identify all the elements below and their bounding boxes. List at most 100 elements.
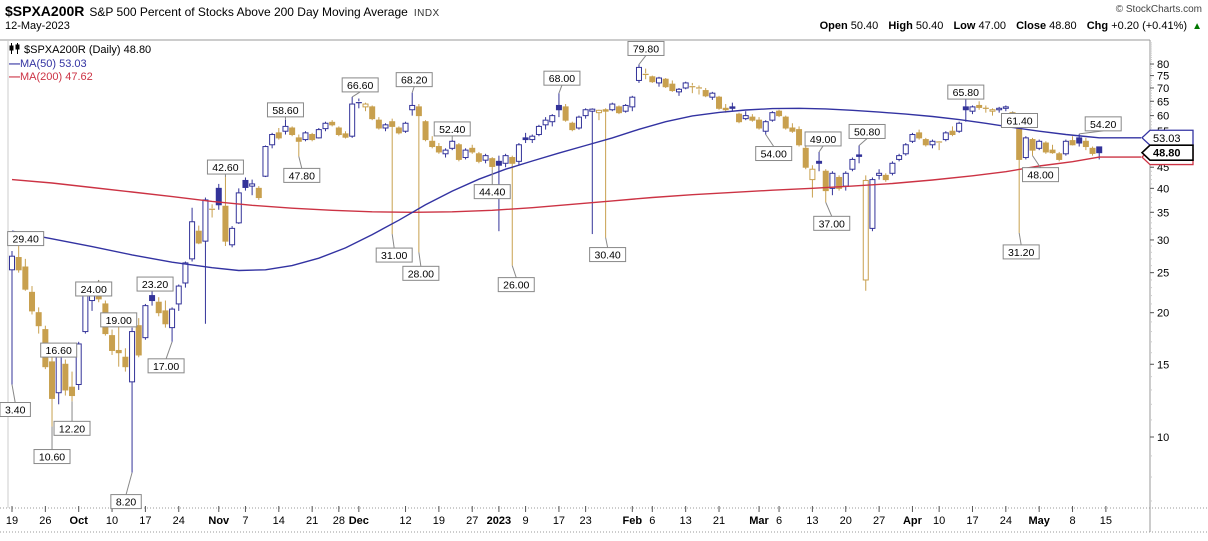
candle bbox=[562, 104, 569, 122]
price-tag: 53.03 bbox=[1141, 129, 1194, 146]
candle bbox=[369, 105, 376, 121]
candle-body bbox=[582, 109, 589, 117]
candle-body bbox=[1029, 139, 1036, 151]
candle-body bbox=[255, 187, 262, 199]
candle-body bbox=[669, 83, 676, 92]
copyright: © StockCharts.com bbox=[1115, 4, 1202, 15]
callout: 52.40 bbox=[433, 121, 471, 140]
candle-body bbox=[615, 106, 622, 114]
svg-text:Oct: Oct bbox=[70, 515, 89, 527]
candle-body bbox=[889, 162, 896, 174]
candle bbox=[162, 300, 169, 328]
legend-main-label: $SPXA200R (Daily) 48.80 bbox=[24, 44, 152, 56]
candle-body bbox=[455, 144, 462, 160]
quote-summary: Open 50.40 High 50.40 Low 47.00 Close 48… bbox=[813, 20, 1202, 32]
svg-text:Dec: Dec bbox=[349, 515, 369, 527]
open-label: Open bbox=[819, 20, 848, 32]
candle bbox=[35, 307, 42, 334]
candle bbox=[602, 108, 609, 238]
callout-box bbox=[1022, 167, 1060, 183]
candle bbox=[1042, 141, 1049, 154]
candle bbox=[876, 169, 883, 180]
candle-body bbox=[375, 119, 382, 129]
svg-text:23: 23 bbox=[579, 515, 591, 527]
callout: 79.80 bbox=[627, 40, 665, 65]
candle bbox=[75, 341, 82, 390]
candle bbox=[1002, 105, 1009, 112]
candle-body bbox=[62, 363, 69, 391]
candle-body bbox=[129, 331, 136, 383]
candle bbox=[462, 148, 469, 160]
candle bbox=[829, 171, 836, 196]
svg-text:26.00: 26.00 bbox=[503, 280, 529, 292]
candle bbox=[555, 93, 562, 118]
candle bbox=[682, 81, 689, 90]
svg-text:14: 14 bbox=[273, 515, 285, 527]
candle-body bbox=[829, 172, 836, 189]
candle bbox=[342, 131, 349, 139]
candle-body bbox=[742, 115, 749, 120]
svg-text:20: 20 bbox=[840, 515, 852, 527]
candle-body bbox=[916, 132, 923, 139]
close-value: 48.80 bbox=[1049, 20, 1077, 32]
legend-ma200-label: MA(200) 47.62 bbox=[20, 71, 93, 83]
candle bbox=[469, 144, 476, 154]
svg-text:17: 17 bbox=[553, 515, 565, 527]
candle bbox=[862, 175, 869, 291]
callout: 31.20 bbox=[1002, 232, 1040, 260]
svg-text:Feb: Feb bbox=[623, 515, 643, 527]
candle bbox=[996, 106, 1003, 113]
x-axis: 19 26 Oct 10 17 24 Nov 7 14 21 28 Dec 12 19 27 2023 9 17 2… bbox=[6, 506, 1112, 527]
candle-body bbox=[1082, 140, 1089, 148]
candle bbox=[642, 68, 649, 80]
candle bbox=[289, 126, 296, 137]
candle-body bbox=[369, 106, 376, 120]
svg-text:68.00: 68.00 bbox=[549, 73, 575, 85]
candle-body bbox=[29, 291, 36, 312]
candle-body bbox=[382, 124, 389, 129]
candle-body bbox=[929, 140, 936, 146]
callout-box bbox=[375, 247, 413, 263]
candle-body bbox=[609, 103, 616, 111]
svg-text:8.20: 8.20 bbox=[116, 497, 137, 509]
svg-text:21: 21 bbox=[306, 515, 318, 527]
candle bbox=[255, 186, 262, 200]
candle bbox=[349, 96, 356, 138]
candle bbox=[629, 95, 636, 112]
candle-body bbox=[909, 134, 916, 142]
candle bbox=[249, 179, 256, 196]
candle bbox=[229, 226, 236, 248]
callout-pointer bbox=[411, 86, 415, 93]
candle bbox=[155, 297, 162, 317]
candle-body bbox=[155, 301, 162, 314]
candle-body bbox=[676, 88, 682, 93]
candle-body bbox=[415, 106, 422, 117]
callout-box bbox=[53, 420, 91, 436]
svg-text:70: 70 bbox=[1157, 83, 1169, 95]
price-tag: 48.80 bbox=[1140, 144, 1194, 161]
svg-text:37.00: 37.00 bbox=[819, 218, 845, 230]
candle-body bbox=[509, 157, 516, 164]
candle-body bbox=[902, 144, 909, 155]
svg-text:25: 25 bbox=[1157, 268, 1169, 280]
candle-body bbox=[502, 155, 509, 164]
candle-body bbox=[535, 125, 542, 136]
candle bbox=[702, 87, 709, 98]
candle-body bbox=[275, 132, 282, 139]
candle bbox=[455, 143, 462, 162]
candle bbox=[869, 177, 876, 232]
candle bbox=[355, 98, 362, 109]
candle-body bbox=[1056, 153, 1063, 160]
candle bbox=[269, 132, 276, 149]
candle-body bbox=[882, 174, 889, 181]
candle-body bbox=[429, 140, 436, 148]
candle-body bbox=[542, 119, 549, 126]
candle-body bbox=[1069, 140, 1076, 146]
candle bbox=[716, 95, 723, 110]
svg-text:47.80: 47.80 bbox=[289, 170, 315, 182]
candle-body bbox=[182, 262, 189, 284]
candle bbox=[329, 120, 336, 127]
svg-text:Apr: Apr bbox=[903, 515, 923, 527]
